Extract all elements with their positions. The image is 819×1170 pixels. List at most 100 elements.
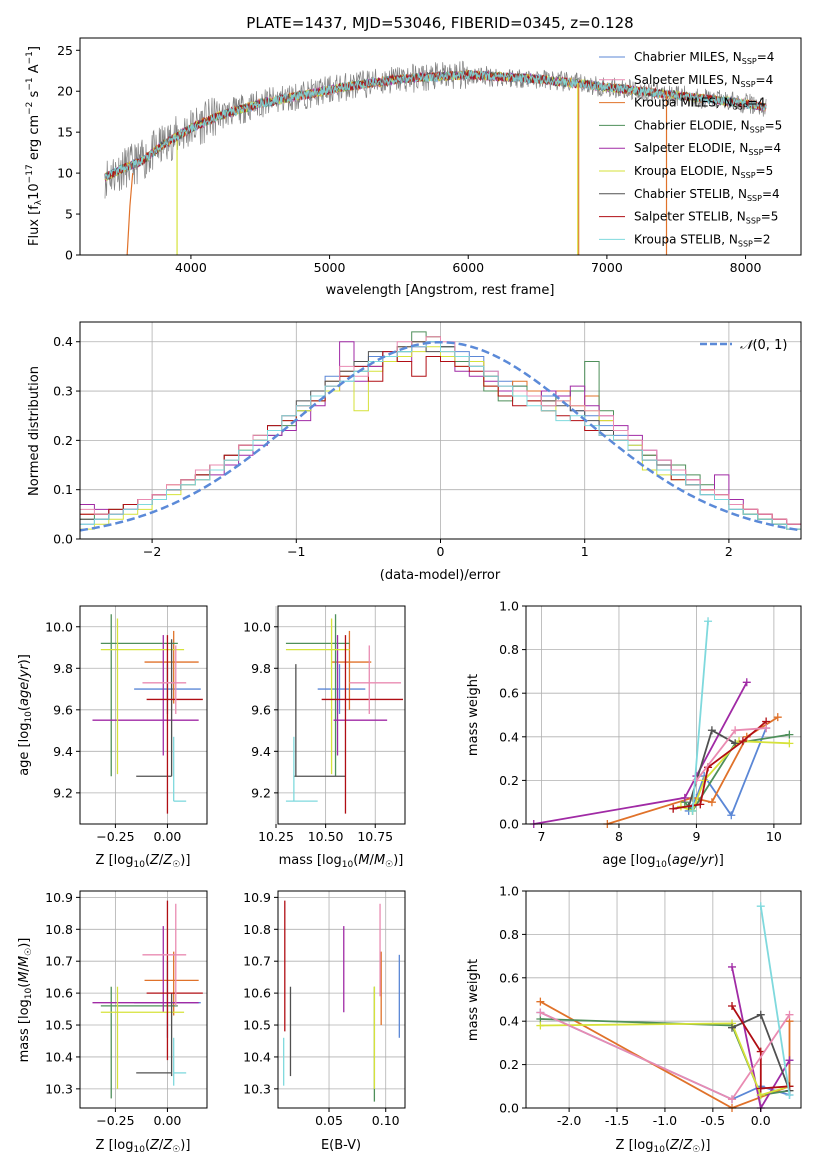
mass-weight-marker xyxy=(785,1082,794,1091)
residual-xlabel: (data-model)/error xyxy=(380,568,501,583)
mass-weight-marker xyxy=(756,1084,765,1093)
x-tick-label: 8000 xyxy=(730,260,762,275)
mass-weight-marker xyxy=(727,811,736,820)
y-tick-label: 9.4 xyxy=(53,744,73,759)
ebv-mass-xlabel: E(B-V) xyxy=(321,1138,361,1153)
legend-label: Kroupa MILES, NSSP=4 xyxy=(634,96,765,112)
legend-label: Chabrier STELIB, NSSP=4 xyxy=(634,187,780,203)
x-tick-label: 9 xyxy=(692,829,700,844)
y-tick-label: 10.5 xyxy=(45,1018,73,1033)
y-tick-label: 10.9 xyxy=(45,890,73,905)
z-weight-ylabel: mass weight xyxy=(466,959,481,1041)
y-tick-label: 9.4 xyxy=(251,744,271,759)
normal-legend-label: 𝒩(0, 1) xyxy=(740,338,787,353)
legend-label: Salpeter STELIB, NSSP=5 xyxy=(634,210,778,226)
x-tick-label: 5000 xyxy=(314,260,346,275)
x-tick-label: 0.00 xyxy=(154,829,182,844)
y-tick-label: 10.7 xyxy=(45,954,73,969)
mass-weight-marker xyxy=(707,726,716,735)
x-tick-label: 10.75 xyxy=(357,829,393,844)
z-weight-xlabel: Z [log10(Z/Z☉)] xyxy=(616,1138,711,1155)
x-tick-label: -2.0 xyxy=(557,1113,581,1128)
y-tick-label: 0.3 xyxy=(53,384,73,399)
y-tick-label: 0 xyxy=(65,248,73,263)
spectrum-edge-line xyxy=(126,173,134,256)
mass-weight-marker xyxy=(707,798,716,807)
z-mass-panel: −0.25 0.00 10.3 10.4 10.5 10.6 10.7 10.8 10.9 Z … xyxy=(17,890,208,1155)
y-tick-label: 10.0 xyxy=(45,619,73,634)
mass-weight-marker xyxy=(728,1002,737,1011)
z-mass-axes-frame xyxy=(79,890,208,1109)
mass-weight-marker xyxy=(728,1023,737,1032)
legend-label: Chabrier MILES, NSSP=4 xyxy=(634,50,774,66)
legend-label: Salpeter ELODIE, NSSP=4 xyxy=(634,141,781,157)
y-tick-label: 20 xyxy=(57,84,73,99)
z-age-axes-frame xyxy=(79,605,208,825)
mass-age-panel: 10.25 10.50 10.75 9.2 9.4 9.6 9.8 10.0 mass [lo… xyxy=(243,605,406,870)
z-weight-axes-frame xyxy=(525,890,802,1109)
mass-weight-marker xyxy=(536,1021,545,1030)
y-tick-label: 0.4 xyxy=(499,729,519,744)
spectrum-ylabel: Flux [fλ10−17 erg cm−2 s−1 A−1] xyxy=(25,46,44,246)
z-mass-xlabel: Z [log10(Z/Z☉)] xyxy=(96,1138,191,1155)
y-tick-label: 10.4 xyxy=(243,1049,271,1064)
residual-panel: −2 −1 0 1 2 0.0 0.1 0.2 0.3 0.4 (data-model)/erro… xyxy=(27,321,802,583)
x-tick-label: −2 xyxy=(143,544,161,559)
mass-weight-marker xyxy=(728,962,737,971)
age-weight-axes-frame xyxy=(525,605,802,825)
y-tick-label: 9.6 xyxy=(53,702,73,717)
x-tick-label: −0.25 xyxy=(96,829,134,844)
y-tick-label: 9.2 xyxy=(251,785,271,800)
x-tick-label: 4000 xyxy=(175,260,207,275)
mass-weight-marker xyxy=(762,724,771,733)
y-tick-label: 10.6 xyxy=(45,986,73,1001)
x-tick-label: 7000 xyxy=(591,260,623,275)
mass-weight-marker xyxy=(756,1010,765,1019)
legend-label: Salpeter MILES, NSSP=4 xyxy=(634,73,773,89)
x-tick-label: 0.0 xyxy=(751,1113,771,1128)
x-tick-label: 0.10 xyxy=(372,1113,400,1128)
y-tick-label: 10.8 xyxy=(243,922,271,937)
x-tick-label: 2 xyxy=(725,544,733,559)
y-tick-label: 5 xyxy=(65,207,73,222)
x-tick-label: 0.05 xyxy=(315,1113,343,1128)
y-tick-label: 0.2 xyxy=(499,773,519,788)
mass-weight-line xyxy=(540,1022,790,1097)
age-weight-panel: 7 8 9 10 0.0 0.2 0.4 0.6 0.8 1.0 age [log10(age/y… xyxy=(466,599,802,870)
x-tick-label: −1 xyxy=(287,544,305,559)
y-tick-label: 0.2 xyxy=(499,1057,519,1072)
y-tick-label: 10.8 xyxy=(45,922,73,937)
mass-age-axes-frame xyxy=(277,605,406,825)
chart-title: PLATE=1437, MJD=53046, FIBERID=0345, z=0… xyxy=(246,14,633,32)
age-weight-xlabel: age [log10(age/yr)] xyxy=(602,853,724,870)
z-weight-panel: -2.0 -1.5 -1.0 -0.5 0.0 0.0 0.2 0.4 0.6 0.8 1.0 Z … xyxy=(466,884,802,1155)
normal-distribution-curve xyxy=(79,340,802,532)
x-tick-label: 10.50 xyxy=(308,829,344,844)
x-tick-label: 10 xyxy=(766,829,782,844)
y-tick-label: 0.6 xyxy=(499,970,519,985)
residual-ylabel: Normed distribution xyxy=(27,366,42,496)
y-tick-label: 10 xyxy=(57,166,73,181)
histogram-step-line xyxy=(80,341,801,530)
y-tick-label: 9.6 xyxy=(251,702,271,717)
y-tick-label: 0.0 xyxy=(499,817,519,832)
x-tick-label: 8 xyxy=(615,829,623,844)
x-tick-label: 10.25 xyxy=(258,829,294,844)
mass-age-xlabel: mass [log10(M/M☉)] xyxy=(279,853,404,870)
x-tick-label: 1 xyxy=(581,544,589,559)
x-tick-label: 7 xyxy=(538,829,546,844)
spectrum-axes-frame xyxy=(79,37,802,256)
mass-weight-marker xyxy=(680,793,689,802)
x-tick-label: -1.0 xyxy=(653,1113,677,1128)
y-tick-label: 10.3 xyxy=(243,1081,271,1096)
mass-weight-marker xyxy=(785,730,794,739)
y-tick-label: 0.1 xyxy=(53,482,73,497)
mass-weight-marker xyxy=(738,737,747,746)
mass-weight-marker xyxy=(728,1095,737,1104)
age-weight-ylabel: mass weight xyxy=(466,674,481,756)
mass-weight-marker xyxy=(696,800,705,809)
y-tick-label: 10.7 xyxy=(243,954,271,969)
x-tick-label: -0.5 xyxy=(701,1113,725,1128)
legend-label: Kroupa ELODIE, NSSP=5 xyxy=(634,164,773,180)
